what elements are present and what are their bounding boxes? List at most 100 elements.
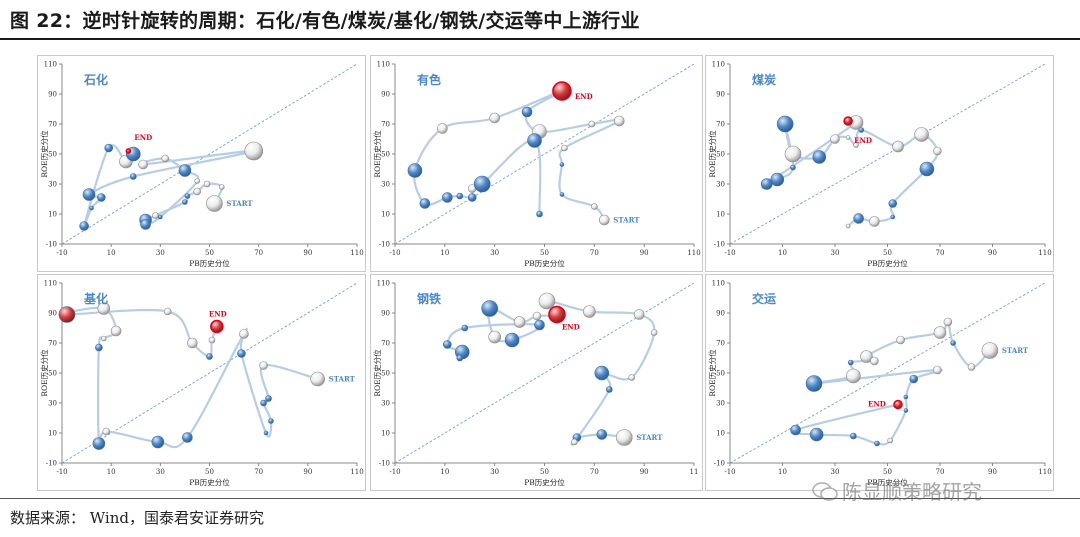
data-bubble xyxy=(538,292,556,310)
data-bubble xyxy=(456,192,464,200)
sector-label: 有色 xyxy=(417,72,441,87)
y-tick-label: 50 xyxy=(48,151,57,159)
chart-svg: -10 10 30 50 70 90 11 -10 10 30 50 70 90 110 PB历史分位 ROE… xyxy=(372,280,699,488)
y-axis-label: ROE历史分位 xyxy=(707,130,717,178)
start-bubble xyxy=(615,429,633,446)
start-label: START xyxy=(613,216,640,225)
data-bubble xyxy=(933,365,942,375)
data-bubble xyxy=(853,142,859,148)
footer-divider xyxy=(0,498,1080,499)
x-tick-label: 50 xyxy=(883,249,892,257)
sector-label: 交运 xyxy=(752,291,776,306)
y-tick-label: 90 xyxy=(381,310,390,318)
start-label: START xyxy=(329,375,356,384)
data-bubble xyxy=(437,123,448,134)
title-divider xyxy=(0,38,1080,40)
x-tick-label: 90 xyxy=(640,468,649,476)
y-tick-label: -10 xyxy=(379,241,390,249)
data-bubble xyxy=(461,324,469,332)
y-tick-label: 70 xyxy=(381,340,390,348)
x-tick-label: 30 xyxy=(831,249,840,257)
data-bubble xyxy=(184,193,191,199)
data-bubble xyxy=(888,199,898,208)
y-axis-label: ROE历史分位 xyxy=(372,349,382,397)
data-bubble xyxy=(950,340,956,346)
y-tick-label: 70 xyxy=(716,340,725,348)
start-label: START xyxy=(226,199,253,208)
x-tick-label: 50 xyxy=(883,468,892,476)
y-tick-label: 90 xyxy=(48,91,57,99)
data-bubble xyxy=(571,438,578,446)
data-bubble xyxy=(129,173,137,180)
start-label: START xyxy=(1002,346,1029,355)
data-bubble xyxy=(263,430,269,436)
x-tick-label: 90 xyxy=(988,249,997,257)
data-bubble xyxy=(104,143,114,153)
y-tick-label: 90 xyxy=(716,91,725,99)
data-bubble xyxy=(443,340,452,349)
y-tick-label: 70 xyxy=(716,121,725,129)
sector-label: 煤炭 xyxy=(752,72,776,87)
y-tick-label: 110 xyxy=(712,61,725,69)
data-bubble xyxy=(456,354,464,362)
x-tick-label: 50 xyxy=(540,468,549,476)
data-bubble xyxy=(892,140,904,153)
watermark: 陈显顺策略研究 xyxy=(812,476,982,505)
chart-svg: -10 10 30 50 70 90 110 -10 10 30 50 70 90 110 PB历史分位 RO… xyxy=(707,61,1052,269)
x-tick-label: 110 xyxy=(350,249,363,257)
x-tick-label: 70 xyxy=(254,468,263,476)
x-axis-label: PB历史分位 xyxy=(189,477,230,487)
data-bubble xyxy=(260,399,267,407)
data-bubble xyxy=(559,192,565,197)
data-bubble xyxy=(194,178,201,184)
data-bubble xyxy=(163,307,172,316)
end-label: END xyxy=(562,323,580,332)
y-tick-label: 30 xyxy=(716,181,725,189)
y-tick-label: 90 xyxy=(381,91,390,99)
x-tick-label: 11 xyxy=(690,468,699,476)
data-bubble xyxy=(847,359,854,366)
x-tick-label: 110 xyxy=(687,249,700,257)
data-bubble xyxy=(158,214,163,220)
end-bubble xyxy=(552,81,572,101)
x-tick-label: 50 xyxy=(540,249,549,257)
start-bubble xyxy=(206,195,223,212)
data-bubble xyxy=(97,302,111,315)
end-bubble xyxy=(548,305,566,324)
rotation-path xyxy=(64,306,319,449)
data-bubble xyxy=(239,329,249,339)
data-bubble xyxy=(909,374,919,384)
y-tick-label: 70 xyxy=(48,121,57,129)
diagonal-line xyxy=(729,63,1046,245)
end-bubble xyxy=(125,148,132,154)
data-bubble xyxy=(182,199,188,205)
end-bubble xyxy=(210,319,224,334)
x-tick-label: 110 xyxy=(1038,249,1051,257)
data-bubble xyxy=(259,361,268,370)
data-bubble xyxy=(504,332,520,348)
data-bubble xyxy=(534,319,545,331)
data-bubble xyxy=(138,159,148,170)
y-tick-label: -10 xyxy=(379,460,390,468)
y-tick-label: 50 xyxy=(381,370,390,378)
x-tick-label: 10 xyxy=(440,249,449,257)
x-tick-label: 90 xyxy=(303,468,312,476)
chart-panel-nonferrous: -10 10 30 50 70 90 110 -10 10 30 50 70 90 110 PB历史分位 RO… xyxy=(370,55,703,272)
end-bubble xyxy=(843,116,853,126)
data-bubble xyxy=(869,216,880,227)
y-tick-label: -10 xyxy=(714,241,725,249)
y-tick-label: 10 xyxy=(48,430,57,438)
start-bubble xyxy=(981,342,999,359)
y-tick-label: 110 xyxy=(377,61,390,69)
data-bubble xyxy=(650,329,658,336)
y-tick-label: 10 xyxy=(381,211,390,219)
data-bubble xyxy=(151,435,165,449)
y-tick-label: 110 xyxy=(44,280,57,288)
data-bubble xyxy=(419,198,431,209)
rotation-path xyxy=(446,299,656,446)
y-axis-label: ROE历史分位 xyxy=(39,130,49,178)
x-axis-label: PB历史分位 xyxy=(524,477,565,487)
end-bubble xyxy=(893,399,903,410)
end-label: END xyxy=(134,133,152,142)
y-axis-label: ROE历史分位 xyxy=(39,349,49,397)
